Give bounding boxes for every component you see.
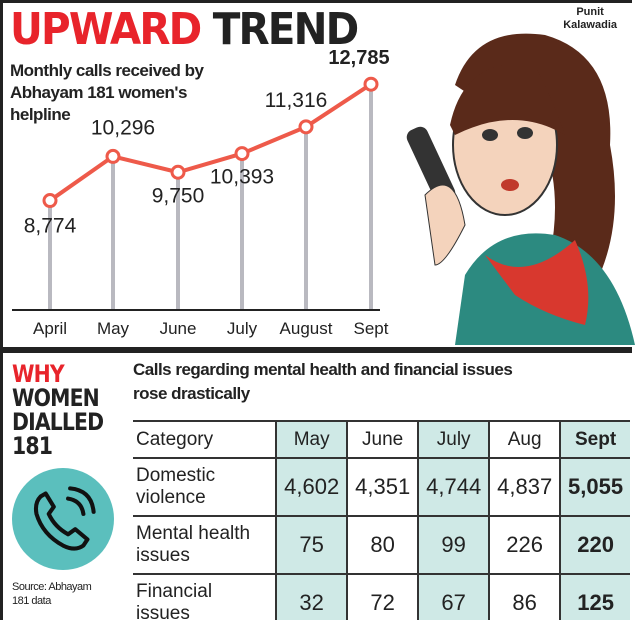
title-dark: TREND bbox=[212, 4, 360, 55]
category-cell: Mental health issues bbox=[133, 515, 278, 575]
data-point bbox=[298, 119, 314, 135]
data-label: 10,393 bbox=[210, 166, 274, 189]
value-cell: 4,351 bbox=[346, 457, 420, 517]
credit-line: Kalawadia bbox=[563, 19, 617, 31]
value-cell: 220 bbox=[559, 515, 630, 575]
category-line: issues bbox=[136, 545, 190, 566]
value-cell: 80 bbox=[346, 515, 420, 575]
value-cell: 99 bbox=[417, 515, 491, 575]
side-heading-line: WOMEN bbox=[12, 384, 100, 412]
source-line: 181 data bbox=[12, 595, 51, 607]
credit-line: Punit bbox=[576, 6, 604, 18]
x-tick-label: June bbox=[160, 319, 197, 338]
value-cell: 4,744 bbox=[417, 457, 491, 517]
data-label: 9,750 bbox=[152, 184, 205, 207]
x-tick-label: August bbox=[280, 319, 333, 338]
chart-subtitle: Monthly calls received by Abhayam 181 wo… bbox=[10, 61, 204, 124]
category-line: Financial bbox=[136, 581, 213, 602]
side-heading: WHY WOMEN DIALLED 181 bbox=[12, 360, 104, 460]
x-tick-label: Sept bbox=[354, 319, 389, 338]
value-cell: 226 bbox=[488, 515, 562, 575]
value-cell: 125 bbox=[559, 573, 630, 620]
source-note: Source: Abhayam 181 data bbox=[12, 580, 92, 608]
category-line: Mental health bbox=[136, 523, 251, 544]
data-point bbox=[234, 146, 250, 162]
line-chart: 8,774 April 10,296 May 9,750 June 10,393 July 11… bbox=[12, 47, 390, 338]
side-heading-line: DIALLED bbox=[12, 408, 104, 436]
data-point bbox=[363, 76, 379, 92]
source-line: Source: Abhayam bbox=[12, 581, 92, 593]
top-frame bbox=[0, 0, 632, 350]
series-line bbox=[48, 82, 373, 203]
category-line: issues bbox=[136, 603, 190, 620]
header-june: June bbox=[346, 420, 420, 459]
calls-table: Category May June July Aug Sept Domestic… bbox=[133, 420, 630, 620]
category-cell: Financial issues bbox=[133, 573, 278, 620]
value-cell: 4,602 bbox=[275, 457, 349, 517]
value-cell: 72 bbox=[346, 573, 420, 620]
x-tick-label: July bbox=[227, 319, 258, 338]
data-label: 12,785 bbox=[328, 47, 389, 69]
x-tick-label: May bbox=[97, 319, 130, 338]
side-heading-line: 181 bbox=[12, 432, 53, 460]
data-label: 8,774 bbox=[24, 215, 77, 238]
title-red: UPWARD bbox=[10, 4, 202, 55]
data-point bbox=[170, 164, 186, 180]
data-point bbox=[42, 193, 58, 209]
category-cell: Domestic violence bbox=[133, 457, 278, 517]
value-cell: 32 bbox=[275, 573, 349, 620]
value-cell: 5,055 bbox=[559, 457, 630, 517]
why-label: WHY bbox=[12, 360, 65, 388]
x-tick-label: April bbox=[33, 319, 67, 338]
woman-on-phone-illustration bbox=[406, 33, 635, 345]
bottom-frame bbox=[0, 350, 632, 620]
header-may: May bbox=[275, 420, 349, 459]
table-row: Financial issues 32 72 67 86 125 bbox=[133, 573, 630, 620]
value-cell: 86 bbox=[488, 573, 562, 620]
category-line: violence bbox=[136, 487, 206, 508]
value-cell: 67 bbox=[417, 573, 491, 620]
phone-icon bbox=[12, 468, 114, 570]
table-row: Mental health issues 75 80 99 226 220 bbox=[133, 515, 630, 575]
table-header-row: Category May June July Aug Sept bbox=[133, 420, 630, 459]
data-label: 11,316 bbox=[265, 89, 328, 112]
table-row: Domestic violence 4,602 4,351 4,744 4,837 5,05… bbox=[133, 457, 630, 517]
value-cell: 75 bbox=[275, 515, 349, 575]
data-point bbox=[105, 148, 121, 164]
page-title: UPWARD TREND bbox=[10, 4, 360, 55]
value-cell: 4,837 bbox=[488, 457, 562, 517]
header-category: Category bbox=[133, 420, 278, 459]
data-label: 10,296 bbox=[91, 116, 155, 139]
header-aug: Aug bbox=[488, 420, 562, 459]
table-caption: Calls regarding mental health and financ… bbox=[133, 360, 513, 403]
category-line: Domestic bbox=[136, 465, 216, 486]
header-sept: Sept bbox=[559, 420, 630, 459]
header-july: July bbox=[417, 420, 491, 459]
illustrator-credit: Punit Kalawadia bbox=[563, 6, 617, 32]
